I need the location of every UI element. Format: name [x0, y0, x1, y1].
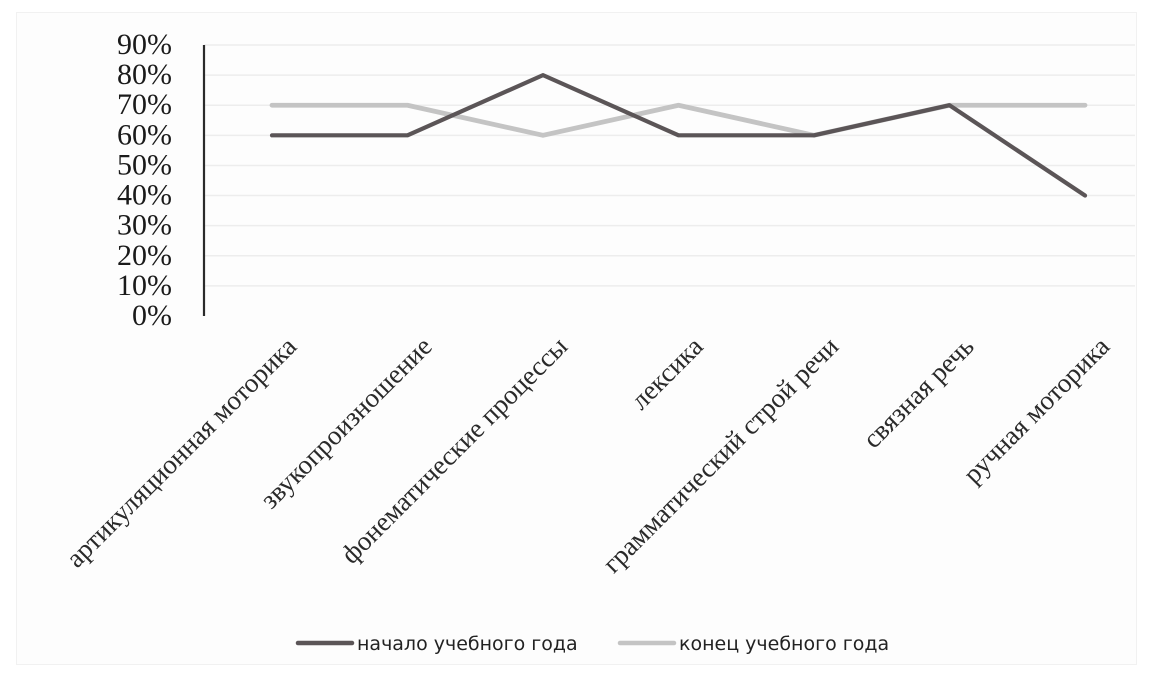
series-2-point — [1083, 103, 1087, 107]
series-1-point — [270, 133, 274, 137]
x-category-label: лексика — [625, 331, 709, 415]
x-category-label: фонематические процессы — [335, 331, 573, 569]
x-category-label: артикуляционная моторика — [60, 331, 302, 573]
series-2-point — [405, 103, 410, 107]
y-tick-label: 10% — [117, 269, 172, 302]
chart-frame — [16, 12, 1137, 665]
y-tick-label: 80% — [117, 58, 172, 91]
y-tick-label: 0% — [132, 299, 172, 332]
y-tick-label: 30% — [117, 209, 172, 242]
series-2-point — [676, 103, 681, 107]
y-tick-label: 70% — [117, 88, 172, 121]
series-2-point — [270, 103, 274, 107]
series-1-point — [947, 103, 952, 107]
series-1-point — [812, 133, 816, 137]
series-2-point — [541, 133, 545, 137]
y-tick-label: 20% — [117, 239, 172, 272]
series-1-point — [541, 73, 545, 77]
series-1-point — [676, 133, 681, 137]
series-1-point — [1083, 193, 1087, 198]
series-1-point — [405, 133, 410, 137]
y-tick-label: 60% — [117, 118, 172, 151]
y-tick-label: 40% — [117, 179, 172, 212]
legend-label-1: начало учебного года — [357, 633, 578, 655]
series-line-2 — [269, 102, 1088, 138]
legend-label-2: конец учебного года — [679, 633, 889, 655]
x-category-label: связная речь — [857, 331, 980, 454]
y-tick-label: 90% — [117, 28, 172, 61]
x-category-label: грамматический строй речи — [597, 331, 845, 579]
y-tick-label: 50% — [117, 148, 172, 181]
x-category-label: ручная моторика — [957, 331, 1115, 489]
